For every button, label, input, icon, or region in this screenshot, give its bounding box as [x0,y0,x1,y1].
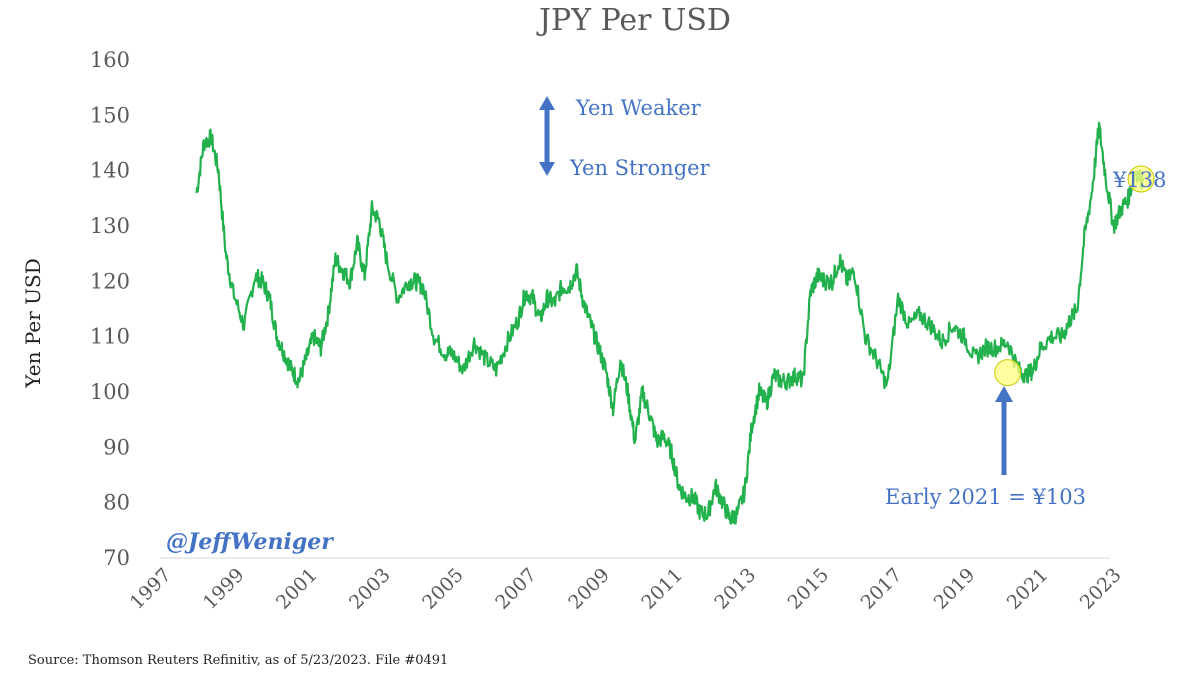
yen-stronger-label: Yen Stronger [569,156,711,180]
x-tick-label: 2001 [272,564,322,614]
yen-weaker-label: Yen Weaker [575,96,702,120]
x-tick-label: 2009 [564,564,614,614]
y-axis-label: Yen Per USD [21,258,45,388]
x-tick-label: 1997 [126,564,176,614]
y-tick-label: 100 [90,380,130,404]
y-tick-label: 80 [103,491,130,515]
y-tick-label: 70 [103,546,130,570]
y-tick-label: 90 [103,435,130,459]
x-tick-label: 1999 [199,564,249,614]
x-tick-label: 2007 [491,564,541,614]
y-tick-label: 130 [90,214,130,238]
x-tick-label: 2017 [857,564,907,614]
last-value-label: ¥138 [1112,168,1166,192]
y-tick-label: 150 [90,103,130,127]
x-tick-label: 2019 [930,564,980,614]
x-tick-label: 2005 [418,564,468,614]
x-tick-label: 2023 [1076,564,1126,614]
x-tick-label: 2021 [1003,564,1053,614]
up-arrow-icon [995,386,1013,475]
x-tick-label: 2003 [345,564,395,614]
author-handle: @JeffWeniger [166,529,334,555]
x-ticks: 1997 1999 2001 2003 2005 2007 2009 2011 2013 2015… [126,564,1126,614]
series-group [195,121,1144,525]
double-arrow-icon [539,96,555,176]
x-tick-label: 2011 [637,564,687,614]
y-tick-label: 160 [90,48,130,72]
y-tick-label: 140 [90,159,130,183]
y-ticks: 70 80 90 100 110 120 130 140 150 160 [90,48,130,570]
x-tick-label: 2015 [783,564,833,614]
source-note: Source: Thomson Reuters Refinitiv, as of… [28,653,448,668]
y-tick-label: 120 [90,269,130,293]
highlight-markers [994,165,1155,387]
series-line [195,121,1144,525]
chart-title: JPY Per USD [536,3,731,38]
early-2021-label: Early 2021 = ¥103 [885,485,1086,509]
y-tick-label: 110 [90,325,130,349]
highlight-circle [1127,165,1155,193]
x-tick-label: 2013 [710,564,760,614]
highlight-circle [994,359,1022,387]
